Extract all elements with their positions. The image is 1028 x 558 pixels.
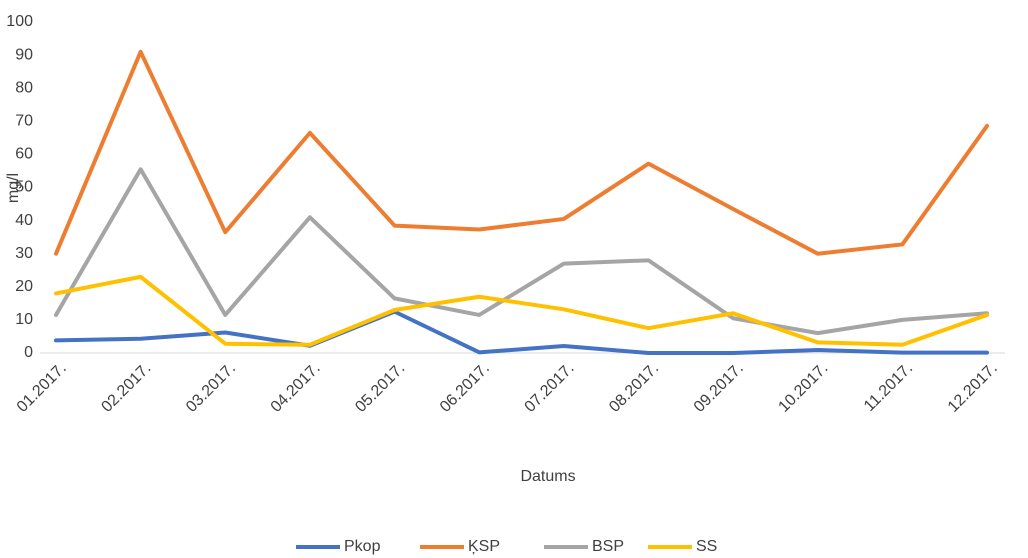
x-tick-label: 11.2017. — [861, 360, 916, 415]
x-tick-label: 06.2017. — [437, 360, 493, 416]
legend-label: Pkop — [344, 538, 381, 555]
x-tick-label: 05.2017. — [352, 360, 408, 416]
y-tick-label: 50 — [15, 179, 33, 196]
y-tick-label: 100 — [6, 13, 33, 30]
x-tick-label: 03.2017. — [183, 360, 239, 416]
x-tick-label: 08.2017. — [606, 360, 662, 416]
x-tick-label: 09.2017. — [691, 360, 747, 416]
y-tick-label: 0 — [24, 344, 33, 361]
x-tick-label: 12.2017. — [945, 360, 1001, 416]
series-line — [54, 167, 989, 336]
x-tick-label: 10.2017. — [775, 360, 831, 416]
y-tick-label: 30 — [15, 245, 33, 262]
series-line — [54, 274, 989, 347]
x-tick-label: 07.2017. — [522, 360, 578, 416]
x-tick-label: 04.2017. — [268, 360, 324, 416]
legend-label: BSP — [592, 538, 624, 555]
y-tick-label: 70 — [15, 113, 33, 130]
y-tick-label: 90 — [15, 46, 33, 63]
y-tick-label: 20 — [15, 278, 33, 295]
x-tick-label: 01.2017. — [14, 360, 70, 416]
x-axis-title: Datums — [520, 468, 575, 485]
y-tick-label: 80 — [15, 79, 33, 96]
legend-label: SS — [696, 538, 717, 555]
y-axis-title: mg/l — [5, 173, 22, 203]
y-tick-label: 40 — [15, 212, 33, 229]
y-tick-label: 60 — [15, 146, 33, 163]
x-tick-label: 02.2017. — [98, 360, 154, 416]
series-line — [54, 49, 989, 256]
legend-label: ĶSP — [468, 538, 500, 555]
y-tick-label: 10 — [15, 311, 33, 328]
